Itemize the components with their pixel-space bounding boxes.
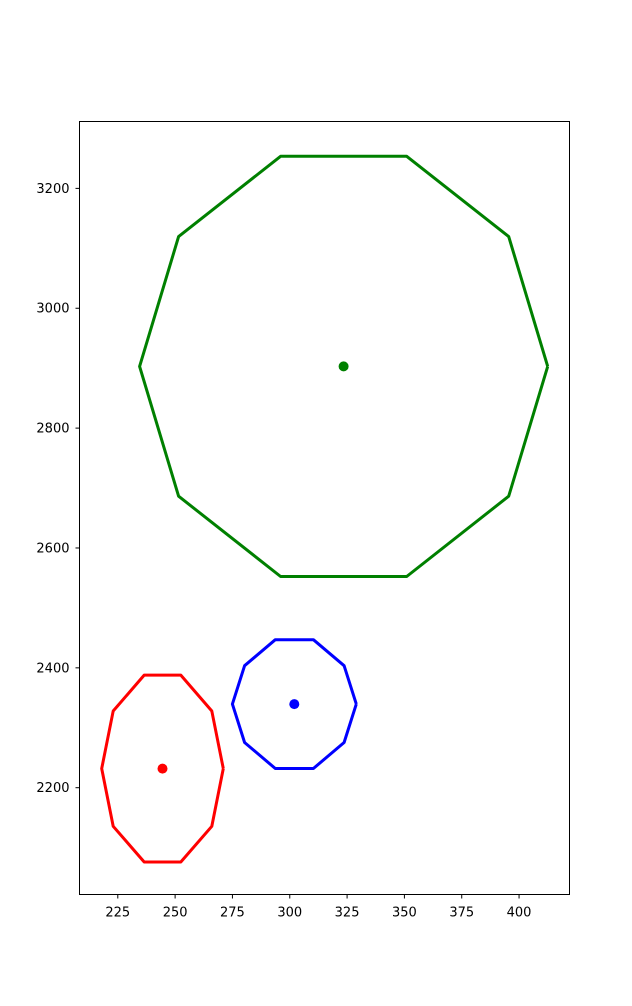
- y-tick-label: 2800: [36, 422, 69, 437]
- x-tick-label: 375: [449, 906, 474, 921]
- y-tick-label: 3200: [36, 182, 69, 197]
- x-tick-label: 275: [220, 906, 245, 921]
- y-tick-label: 2200: [36, 781, 69, 796]
- y-tick-label: 2600: [36, 541, 69, 556]
- center-point-green: [338, 361, 349, 372]
- x-tick-label: 250: [163, 906, 188, 921]
- x-tick-label: 325: [335, 906, 360, 921]
- plot-area: [100, 154, 550, 864]
- series-line-red-polygon: [100, 673, 225, 864]
- axes-frame: [79, 121, 570, 895]
- x-tick-label: 300: [277, 906, 302, 921]
- x-tick-label: 225: [105, 906, 130, 921]
- center-point-blue: [289, 699, 300, 710]
- y-tick-label: 2400: [36, 661, 69, 676]
- series-line-blue-polygon: [230, 638, 358, 770]
- x-tick-label: 350: [392, 906, 417, 921]
- center-point-red: [157, 763, 168, 774]
- axes: 225 250 275 300 325 350 375 400 2200 2400 2600 2800…: [36, 182, 531, 921]
- y-tick-label: 3000: [36, 302, 69, 317]
- series-line-green-polygon: [138, 154, 550, 578]
- x-tick-label: 400: [507, 906, 532, 921]
